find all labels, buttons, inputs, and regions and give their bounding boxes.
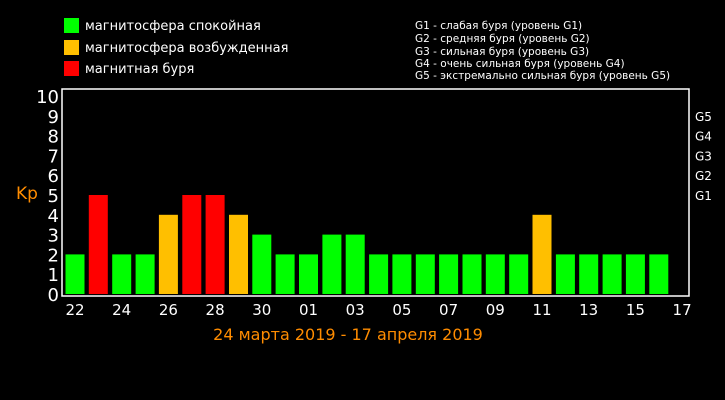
y-axis-label: Kp	[16, 184, 38, 204]
kp-bar	[65, 254, 85, 294]
storm-level-tick-label: G5	[695, 110, 712, 124]
x-tick-label: 03	[346, 301, 365, 319]
kp-bar	[299, 254, 318, 294]
storm-level-tick-label: G2	[695, 169, 712, 183]
legend-label-storm: магнитная буря	[85, 62, 194, 77]
x-tick-label: 15	[626, 301, 645, 319]
kp-bar	[345, 234, 365, 294]
kp-bar	[602, 254, 622, 294]
x-tick-label: 01	[299, 301, 318, 319]
kp-bar	[509, 254, 529, 294]
kp-bar	[625, 254, 645, 294]
y-tick-label: 5	[48, 186, 59, 207]
kp-bar	[205, 195, 225, 294]
kp-bar	[112, 254, 132, 294]
legend-label-quiet: магнитосфера спокойная	[85, 19, 261, 34]
storm-legend-g3: G3 - сильная буря (уровень G3)	[415, 46, 589, 58]
y-tick-label: 7	[48, 146, 59, 167]
x-tick-label: 30	[252, 301, 271, 319]
y-tick-label: 1	[48, 265, 59, 286]
x-tick-label: 28	[206, 301, 225, 319]
kp-bar	[275, 254, 295, 294]
kp-bar	[158, 214, 178, 294]
kp-bar	[88, 195, 108, 294]
kp-bar	[369, 254, 389, 294]
legend-swatch-quiet	[64, 18, 79, 33]
kp-bar	[415, 254, 435, 294]
kp-bar	[462, 254, 482, 294]
kp-bar	[182, 195, 202, 294]
kp-bar	[649, 254, 669, 294]
y-tick-label: 10	[36, 87, 59, 108]
x-tick-label: 17	[673, 301, 692, 319]
legend-swatch-active	[64, 40, 79, 55]
x-tick-label: 24	[112, 301, 131, 319]
kp-bar	[439, 254, 459, 294]
y-tick-label: 8	[48, 127, 59, 148]
legend-swatch-storm	[64, 61, 79, 76]
x-axis-label: 24 марта 2019 - 17 апреля 2019	[213, 325, 483, 344]
y-tick-label: 0	[48, 285, 59, 306]
storm-legend-g1: G1 - слабая буря (уровень G1)	[415, 20, 582, 32]
x-tick-label: 07	[439, 301, 458, 319]
kp-bar	[229, 214, 248, 294]
kp-bar	[252, 234, 272, 294]
x-tick-label: 05	[392, 301, 411, 319]
kp-bar	[532, 214, 552, 294]
storm-level-tick-label: G1	[695, 189, 712, 203]
x-tick-label: 26	[159, 301, 178, 319]
y-tick-label: 4	[48, 206, 59, 227]
y-tick-label: 6	[48, 166, 59, 187]
storm-level-tick-label: G3	[695, 149, 712, 163]
storm-level-tick-labels: G1 G2 G3 G4 G5	[695, 110, 712, 203]
kp-bars	[65, 195, 669, 294]
x-tick-labels: 22 24 26 28 30 01 03 05 07 09 11 13 15 17	[65, 301, 691, 319]
kp-bar	[555, 254, 575, 294]
kp-bar	[322, 234, 342, 294]
storm-legend-g2: G2 - средняя буря (уровень G2)	[415, 33, 590, 45]
color-legend: магнитосфера спокойная магнитосфера возб…	[64, 18, 288, 77]
storm-level-legend: G1 - слабая буря (уровень G1) G2 - средн…	[415, 20, 670, 82]
storm-level-tick-label: G4	[695, 130, 712, 144]
plot-frame	[61, 88, 690, 297]
y-tick-label: 9	[48, 107, 59, 128]
x-tick-label: 09	[486, 301, 505, 319]
y-tick-label: 2	[48, 245, 59, 266]
kp-bar	[392, 254, 412, 294]
x-tick-label: 13	[579, 301, 598, 319]
storm-legend-g4: G4 - очень сильная буря (уровень G4)	[415, 58, 625, 70]
x-tick-label: 11	[532, 301, 551, 319]
y-tick-label: 3	[48, 226, 59, 247]
storm-legend-g5: G5 - экстремально сильная буря (уровень …	[415, 70, 670, 82]
legend-label-active: магнитосфера возбужденная	[85, 41, 288, 56]
x-tick-label: 22	[65, 301, 84, 319]
kp-bar	[579, 254, 599, 294]
kp-bar	[135, 254, 155, 294]
kp-bar	[485, 254, 505, 294]
